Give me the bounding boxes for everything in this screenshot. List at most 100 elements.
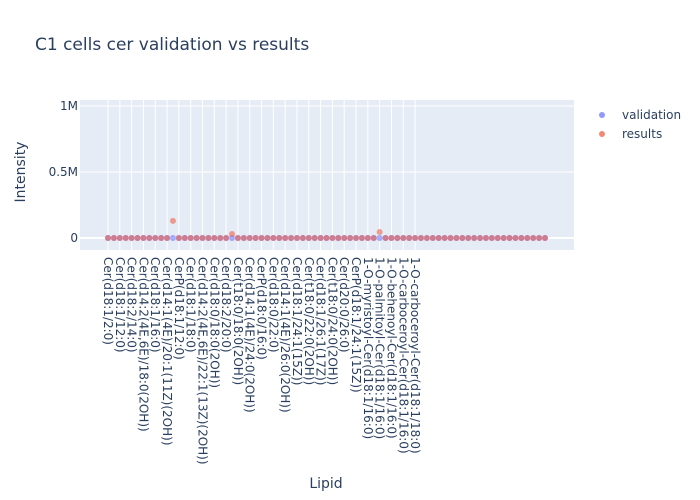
results-point[interactable] bbox=[382, 235, 389, 241]
results-point[interactable] bbox=[542, 235, 548, 241]
results-point[interactable] bbox=[240, 235, 247, 241]
results-point[interactable] bbox=[471, 235, 478, 241]
results-point[interactable] bbox=[477, 235, 484, 241]
results-point[interactable] bbox=[482, 235, 489, 241]
results-point[interactable] bbox=[152, 235, 159, 241]
x-tick-label: Cer(d18:1/2:0) bbox=[101, 257, 115, 345]
results-point[interactable] bbox=[536, 235, 543, 241]
results-point[interactable] bbox=[394, 235, 401, 241]
results-point[interactable] bbox=[447, 235, 454, 241]
results-point[interactable] bbox=[234, 235, 241, 241]
validation-point[interactable] bbox=[169, 235, 176, 241]
results-point[interactable] bbox=[169, 217, 176, 224]
results-point[interactable] bbox=[140, 235, 147, 241]
results-point[interactable] bbox=[358, 235, 365, 241]
results-point[interactable] bbox=[417, 235, 424, 241]
results-point[interactable] bbox=[441, 235, 448, 241]
results-point[interactable] bbox=[317, 235, 324, 241]
results-point[interactable] bbox=[105, 235, 111, 241]
results-point[interactable] bbox=[193, 235, 200, 241]
x-tick-label: Cer(d14:1(4E)/24:0(2OH)) bbox=[243, 257, 257, 413]
results-point[interactable] bbox=[347, 235, 354, 241]
results-point[interactable] bbox=[205, 235, 212, 241]
y-tick-label: 0 bbox=[70, 231, 78, 245]
results-point[interactable] bbox=[116, 235, 123, 241]
results-point[interactable] bbox=[217, 235, 224, 241]
x-tick-label: 1-O-palmitoyl-Cer(d18:1/16:0) bbox=[373, 257, 387, 439]
x-tick-label: 1-O-behenoyl-Cer(d18:1/16:0) bbox=[384, 257, 398, 439]
results-point[interactable] bbox=[335, 235, 342, 241]
results-point[interactable] bbox=[258, 235, 265, 241]
results-point[interactable] bbox=[134, 235, 141, 241]
legend-item-validation[interactable]: validation bbox=[599, 108, 681, 122]
validation-point[interactable] bbox=[376, 235, 383, 241]
results-point[interactable] bbox=[459, 235, 466, 241]
results-point[interactable] bbox=[276, 235, 283, 241]
y-tick-label: 1M bbox=[60, 99, 78, 113]
results-point[interactable] bbox=[146, 235, 153, 241]
x-axis-title: Lipid bbox=[309, 476, 342, 492]
results-point[interactable] bbox=[264, 235, 271, 241]
results-point[interactable] bbox=[518, 235, 525, 241]
results-point[interactable] bbox=[465, 235, 472, 241]
results-point[interactable] bbox=[246, 235, 253, 241]
results-point[interactable] bbox=[376, 229, 383, 236]
x-tick-label: Cer(d18:2/14:0) bbox=[125, 257, 139, 353]
results-point[interactable] bbox=[128, 235, 135, 241]
results-point[interactable] bbox=[435, 235, 442, 241]
x-tick-label: Cer(d18:1/26:1(17Z)) bbox=[314, 257, 328, 385]
results-point[interactable] bbox=[524, 235, 531, 241]
results-point[interactable] bbox=[429, 235, 436, 241]
results-point[interactable] bbox=[293, 235, 300, 241]
chart-title: C1 cells cer validation vs results bbox=[35, 35, 309, 55]
results-point[interactable] bbox=[164, 235, 171, 241]
results-point[interactable] bbox=[211, 235, 218, 241]
results-point[interactable] bbox=[512, 235, 519, 241]
x-tick-label: Cer(d18:1/24:1(15Z)) bbox=[290, 257, 304, 385]
results-point[interactable] bbox=[288, 235, 295, 241]
x-tick-label: Cer(d20:0/26:0) bbox=[337, 257, 351, 353]
results-point[interactable] bbox=[311, 235, 318, 241]
results-point[interactable] bbox=[423, 235, 430, 241]
results-point[interactable] bbox=[282, 235, 289, 241]
legend[interactable]: validation results bbox=[599, 108, 681, 141]
results-point[interactable] bbox=[400, 235, 407, 241]
x-tick-label: CerP(d18:0/16:0) bbox=[255, 257, 269, 360]
results-point[interactable] bbox=[122, 235, 129, 241]
results-point[interactable] bbox=[488, 235, 495, 241]
x-tick-label: Cer(d18:1/12:0) bbox=[113, 257, 127, 353]
results-point[interactable] bbox=[323, 235, 330, 241]
results-point[interactable] bbox=[110, 235, 117, 241]
results-point[interactable] bbox=[494, 235, 501, 241]
results-point[interactable] bbox=[453, 235, 460, 241]
results-point[interactable] bbox=[299, 235, 306, 241]
results-point[interactable] bbox=[199, 235, 206, 241]
results-point[interactable] bbox=[530, 235, 537, 241]
x-tick-label: Cer(d18:2/20:0) bbox=[219, 257, 233, 353]
legend-item-results[interactable]: results bbox=[599, 127, 662, 141]
x-tick-label: Cer(t18:0/24:0(2OH)) bbox=[325, 257, 339, 385]
results-point[interactable] bbox=[500, 235, 507, 241]
results-point[interactable] bbox=[175, 235, 182, 241]
results-point[interactable] bbox=[506, 235, 513, 241]
results-point[interactable] bbox=[406, 235, 413, 241]
x-tick-label: Cer(d14:1(4E)/26:0(2OH)) bbox=[278, 257, 292, 413]
results-point[interactable] bbox=[370, 235, 377, 241]
results-point[interactable] bbox=[364, 235, 371, 241]
results-point[interactable] bbox=[412, 235, 419, 241]
results-point[interactable] bbox=[305, 235, 312, 241]
results-point[interactable] bbox=[341, 235, 348, 241]
results-point[interactable] bbox=[223, 235, 230, 241]
results-point[interactable] bbox=[329, 235, 336, 241]
x-tick-label: CerP(d18:1/12:0) bbox=[172, 257, 186, 360]
data-points bbox=[105, 217, 548, 241]
results-point[interactable] bbox=[158, 235, 165, 241]
results-point[interactable] bbox=[252, 235, 259, 241]
results-point[interactable] bbox=[181, 235, 188, 241]
results-point[interactable] bbox=[353, 235, 360, 241]
results-point[interactable] bbox=[229, 231, 236, 238]
results-point[interactable] bbox=[270, 235, 277, 241]
results-point[interactable] bbox=[187, 235, 194, 241]
results-point[interactable] bbox=[388, 235, 395, 241]
